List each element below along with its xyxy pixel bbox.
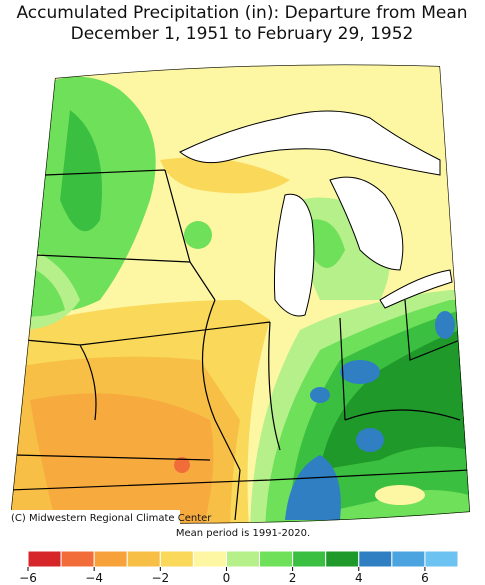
colorbar-bin	[192, 550, 227, 568]
colorbar-tick-label: 0	[223, 571, 231, 585]
colorbar-bin	[126, 550, 161, 568]
colorbar-bin	[225, 550, 261, 568]
colorbar-tick-label: −6	[19, 571, 37, 585]
colorbar-bin	[27, 550, 62, 568]
colorbar-bin	[93, 550, 128, 568]
title: Accumulated Precipitation (in): Departur…	[16, 3, 467, 23]
colorbar-bin	[60, 550, 95, 568]
colorbar-tick-label: 2	[289, 571, 297, 585]
subtitle: December 1, 1951 to February 29, 1952	[71, 24, 414, 44]
colorbar: −6 −4 −2 0 2 4 6	[19, 550, 459, 585]
mean-period-note: Mean period is 1991-2020.	[176, 528, 310, 539]
colorbar-bin	[292, 550, 327, 568]
colorbar-tick-label: −2	[151, 571, 169, 585]
map	[10, 64, 470, 524]
colorbar-tick-label: −4	[85, 571, 103, 585]
colorbar-tick-label: 4	[355, 571, 363, 585]
colorbar-bin	[259, 550, 294, 568]
credit: (C) Midwestern Regional Climate Center	[11, 513, 212, 524]
colorbar-bin	[391, 550, 426, 568]
credit-box	[8, 510, 180, 524]
colorbar-bin	[358, 550, 393, 568]
colorbar-bin	[424, 550, 459, 568]
colorbar-tick-label: 6	[421, 571, 429, 585]
colorbar-bin	[159, 550, 194, 568]
colorbar-bin	[325, 550, 360, 568]
